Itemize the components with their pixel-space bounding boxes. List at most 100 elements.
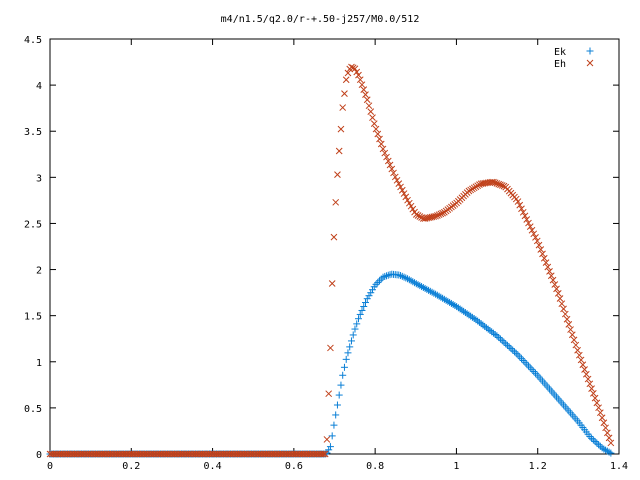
data-point <box>495 333 503 341</box>
data-point <box>524 362 532 370</box>
data-point <box>567 326 574 333</box>
y-tick-label: 2.5 <box>24 219 42 230</box>
x-tick-label: 0 <box>47 461 53 472</box>
data-point <box>344 349 352 357</box>
series-layer <box>46 63 615 458</box>
data-point <box>558 300 566 308</box>
data-point <box>370 120 378 127</box>
data-point <box>349 331 357 339</box>
data-point <box>439 294 447 302</box>
y-tick-label: 4.5 <box>24 35 42 46</box>
data-point <box>369 286 377 294</box>
data-point <box>334 171 341 178</box>
data-point <box>362 91 369 98</box>
data-point <box>505 343 513 351</box>
plot-frame <box>49 38 620 455</box>
data-point <box>379 145 387 153</box>
data-point <box>572 341 580 349</box>
data-point <box>532 369 540 377</box>
data-point <box>365 292 373 300</box>
data-point <box>602 424 609 432</box>
data-point <box>395 271 403 279</box>
data-point <box>398 186 406 194</box>
x-tick-label: 0.8 <box>366 461 384 472</box>
data-point <box>528 366 536 374</box>
data-point <box>358 306 366 314</box>
data-point <box>405 276 413 284</box>
data-point <box>575 351 583 359</box>
legend-marker-ek <box>586 47 594 55</box>
data-point <box>517 355 525 363</box>
data-point <box>523 360 531 368</box>
data-point <box>376 135 383 143</box>
data-point <box>544 263 552 271</box>
data-point <box>414 281 422 289</box>
data-point <box>414 212 422 219</box>
data-point <box>454 304 462 312</box>
data-point <box>539 250 546 258</box>
data-point <box>574 346 581 354</box>
data-point <box>320 450 327 458</box>
data-point <box>407 277 415 285</box>
data-point <box>598 414 606 422</box>
data-point <box>374 279 382 287</box>
x-tick-label: 1 <box>453 461 459 472</box>
data-point <box>497 181 504 189</box>
data-point <box>488 328 496 336</box>
data-point <box>395 180 403 187</box>
data-point <box>407 202 415 210</box>
data-point <box>603 447 611 455</box>
data-point <box>342 355 350 363</box>
data-point <box>397 272 405 280</box>
data-point <box>367 289 375 297</box>
data-point <box>435 292 443 300</box>
series-ek <box>46 270 615 458</box>
data-point <box>490 178 497 186</box>
data-point <box>353 68 361 76</box>
y-tick-label: 0 <box>36 450 42 461</box>
data-point <box>379 273 387 281</box>
data-point <box>453 303 461 311</box>
data-point <box>333 401 341 409</box>
data-point <box>430 289 438 297</box>
data-point <box>589 390 597 397</box>
data-point <box>332 198 340 206</box>
data-point <box>500 338 508 346</box>
data-point <box>404 196 411 204</box>
data-point <box>582 370 590 378</box>
data-point <box>549 276 557 284</box>
data-point <box>369 114 376 121</box>
data-point <box>325 446 333 454</box>
data-point <box>593 399 601 407</box>
data-point <box>323 436 331 443</box>
series-eh <box>46 63 615 458</box>
data-point <box>533 371 541 379</box>
data-point <box>474 317 482 325</box>
data-point <box>416 213 424 220</box>
data-point <box>425 286 433 294</box>
data-point <box>402 193 410 201</box>
data-point <box>530 230 538 238</box>
data-point <box>355 71 362 79</box>
data-point <box>468 313 476 321</box>
data-point <box>344 69 352 77</box>
data-point <box>426 287 434 295</box>
data-point <box>595 441 603 449</box>
data-point <box>386 161 394 169</box>
data-point <box>390 169 397 177</box>
data-point <box>346 343 354 351</box>
data-point <box>493 332 501 340</box>
data-point <box>381 272 389 280</box>
data-point <box>335 147 343 155</box>
data-point <box>502 340 510 348</box>
data-point <box>449 300 457 308</box>
data-point <box>598 444 606 452</box>
data-point <box>510 348 518 356</box>
data-point <box>595 404 602 412</box>
data-point <box>421 284 429 292</box>
data-point <box>537 246 545 253</box>
data-point <box>519 208 527 216</box>
data-point <box>388 165 396 173</box>
data-point <box>491 179 499 187</box>
